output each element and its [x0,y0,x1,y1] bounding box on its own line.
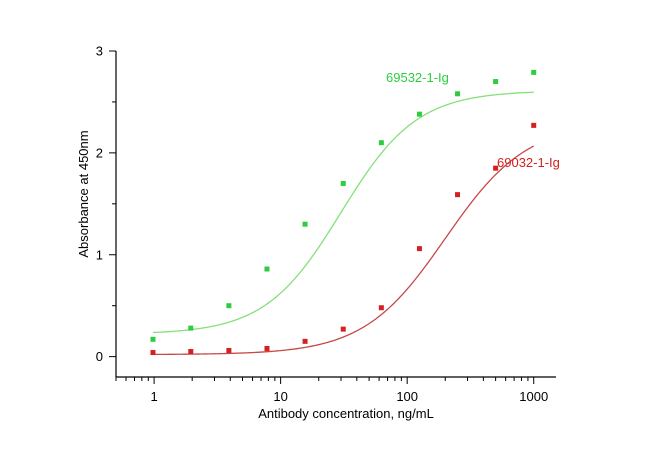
y-tick-label: 0 [96,349,103,364]
data-point-series-1 [264,266,270,272]
series-label-69532: 69532-1-Ig [386,70,449,85]
data-point-series-2 [455,192,461,198]
y-tick-label: 3 [96,44,103,59]
labels-layer: 69532-1-Ig 69032-1-Ig [386,70,560,170]
data-point-series-2 [378,305,384,311]
y-axis-title: Absorbance at 450nm [76,130,91,257]
y-tick-label: 2 [96,145,103,160]
data-point-series-2 [264,345,270,351]
x-tick-label: 10 [273,389,287,404]
data-point-series-2 [150,350,156,356]
data-point-series-1 [493,79,499,85]
data-point-series-1 [150,336,156,342]
x-tick-label: 100 [396,389,418,404]
data-point-series-2 [531,122,537,128]
points-layer [150,69,537,356]
data-point-series-2 [416,246,422,252]
data-point-series-1 [416,111,422,117]
data-point-series-1 [226,303,232,309]
x-ticks: 1 10 100 1000 [115,377,548,404]
data-point-series-1 [531,69,537,75]
data-point-series-2 [226,348,232,354]
data-point-series-2 [188,349,194,355]
y-ticks: 0 1 2 3 [96,44,116,364]
data-point-series-1 [340,180,346,186]
y-tick-label: 1 [96,247,103,262]
axes-layer: 1 10 100 1000 0 1 2 3 [96,44,556,404]
fit-curve-series-1 [152,91,534,334]
x-axis-title: Antibody concentration, ng/mL [258,406,434,421]
data-point-series-1 [188,325,194,331]
data-point-series-2 [493,165,499,171]
data-point-series-1 [302,221,308,227]
curves-layer [152,91,535,356]
x-tick-label: 1 [150,389,157,404]
fit-curve-series-2 [152,145,535,356]
data-point-series-2 [340,326,346,332]
series-label-69032: 69032-1-Ig [497,155,560,170]
data-point-series-2 [302,338,308,344]
data-point-series-1 [455,91,461,97]
data-point-series-1 [378,140,384,146]
x-tick-label: 1000 [519,389,548,404]
